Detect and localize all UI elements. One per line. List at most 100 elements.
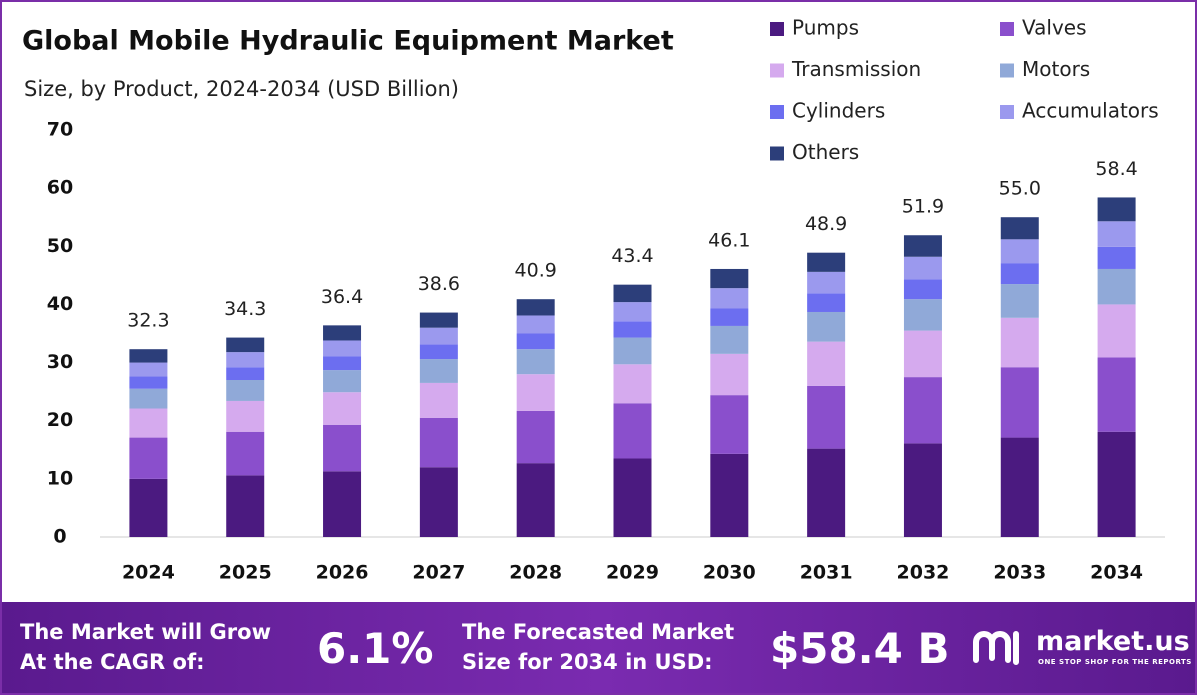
cagr-text: At the CAGR of:: [20, 650, 205, 674]
bar-segment: [226, 431, 265, 476]
bar-segment: [903, 299, 942, 331]
y-tick-label: 0: [53, 526, 66, 548]
legend-swatch: [770, 63, 784, 78]
legend-label: Cylinders: [792, 99, 885, 123]
legend-label: Pumps: [792, 16, 859, 40]
total-label: 32.3: [127, 310, 169, 332]
bar-segment: [129, 478, 168, 537]
forecast-text: Size for 2034 in USD:: [462, 650, 713, 674]
bar-segment: [1000, 217, 1039, 240]
brand-logo: [973, 631, 1019, 665]
bar-segment: [903, 443, 942, 537]
legend-label: Others: [792, 140, 859, 164]
bar-segment: [903, 330, 942, 378]
bar-segment: [323, 392, 362, 425]
bar-segment: [1000, 367, 1039, 438]
x-tick-label: 2030: [703, 562, 756, 584]
brand-tagline: ONE STOP SHOP FOR THE REPORTS: [1038, 658, 1192, 666]
bar-segment: [419, 417, 458, 468]
bar-segment: [516, 299, 555, 316]
x-tick-label: 2024: [122, 562, 175, 584]
cagr-value: 6.1%: [317, 624, 434, 673]
bar-segment: [903, 279, 942, 300]
bar-segment: [710, 268, 749, 289]
bar-segment: [516, 374, 555, 411]
bar-segment: [516, 349, 555, 375]
bar-segment: [807, 293, 846, 312]
legend-swatch: [770, 22, 784, 36]
bar-segment: [1097, 304, 1136, 358]
bar-segment: [323, 325, 362, 341]
total-label: 40.9: [515, 260, 557, 282]
total-label: 51.9: [902, 196, 944, 218]
bar-segment: [613, 302, 652, 322]
y-tick-label: 20: [47, 409, 73, 431]
x-tick-label: 2027: [412, 562, 465, 584]
bar-segment: [710, 453, 749, 537]
legend-label: Accumulators: [1022, 99, 1159, 123]
bar-segment: [226, 337, 265, 353]
bar-segment: [710, 353, 749, 396]
bar-segment: [129, 388, 168, 409]
total-label: 38.6: [418, 273, 460, 295]
bar-segment: [226, 367, 265, 381]
cagr-text: The Market will Grow: [20, 620, 271, 644]
bar-segment: [1097, 268, 1136, 305]
bar-segment: [1097, 197, 1136, 222]
bar-segment: [1000, 239, 1039, 264]
bar-segment: [419, 344, 458, 360]
bar-segment: [613, 337, 652, 365]
bar-segment: [323, 340, 362, 357]
y-tick-label: 40: [47, 293, 73, 315]
forecast-text: The Forecasted Market: [462, 620, 735, 644]
total-label: 46.1: [708, 229, 750, 251]
bar-segment: [419, 312, 458, 328]
bar-segment: [516, 315, 555, 334]
legend-label: Motors: [1022, 57, 1090, 81]
y-tick-label: 30: [47, 351, 73, 373]
x-tick-label: 2032: [897, 562, 950, 584]
bar-segment: [129, 362, 168, 377]
y-tick-label: 50: [47, 235, 73, 257]
bar-segment: [613, 321, 652, 338]
legend-label: Valves: [1022, 16, 1087, 40]
bar-segment: [323, 424, 362, 472]
y-tick-label: 70: [47, 119, 73, 141]
bar-segment: [419, 467, 458, 537]
total-label: 48.9: [805, 213, 847, 235]
y-tick-label: 60: [47, 177, 73, 199]
bar-segment: [807, 252, 846, 272]
bar-segment: [1000, 263, 1039, 285]
x-tick-label: 2025: [219, 562, 272, 584]
bar-segment: [516, 410, 555, 464]
bar-segment: [903, 235, 942, 257]
total-label: 55.0: [999, 178, 1041, 200]
bar-segment: [323, 356, 362, 371]
forecast-value: $58.4 B: [770, 624, 950, 673]
bar-segment: [710, 325, 749, 354]
bar-segment: [807, 341, 846, 386]
bar-segment: [129, 408, 168, 438]
bar-segment: [323, 370, 362, 393]
legend-label: Transmission: [791, 57, 921, 81]
bar-segment: [1097, 357, 1136, 432]
bar-segment: [226, 352, 265, 368]
bar-segment: [903, 377, 942, 444]
x-tick-label: 2034: [1090, 562, 1143, 584]
bar-segment: [710, 308, 749, 326]
bar-segment: [710, 395, 749, 454]
chart-subtitle: Size, by Product, 2024-2034 (USD Billion…: [24, 77, 459, 101]
bar-segment: [613, 364, 652, 404]
bar-segment: [419, 327, 458, 345]
bar-segment: [613, 458, 652, 537]
x-tick-label: 2028: [509, 562, 562, 584]
y-tick-label: 10: [47, 467, 73, 489]
total-label: 58.4: [1095, 158, 1137, 180]
bar-segment: [129, 376, 168, 389]
x-tick-label: 2029: [606, 562, 659, 584]
chart: Global Mobile Hydraulic Equipment Market…: [22, 16, 1165, 584]
bar-segment: [1000, 284, 1039, 318]
bar-segment: [903, 256, 942, 280]
footer: The Market will Grow At the CAGR of: 6.1…: [2, 602, 1195, 693]
